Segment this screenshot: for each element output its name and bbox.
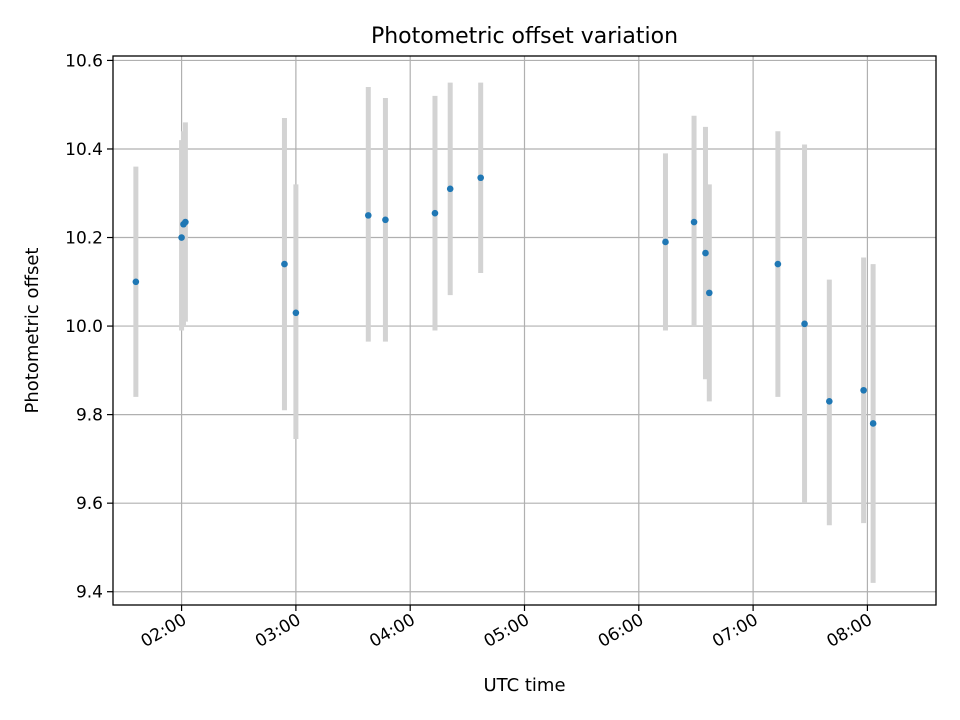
data-point bbox=[292, 309, 300, 317]
chart-title: Photometric offset variation bbox=[371, 24, 678, 49]
data-point bbox=[662, 238, 669, 246]
point-layer bbox=[132, 174, 877, 427]
y-tick-label: 9.8 bbox=[76, 406, 103, 426]
data-point bbox=[801, 320, 808, 328]
data-point bbox=[431, 209, 439, 217]
y-tick-label: 10.6 bbox=[65, 51, 103, 71]
x-axis-label: UTC time bbox=[483, 675, 565, 696]
data-point bbox=[281, 260, 288, 268]
data-point bbox=[132, 278, 140, 286]
data-point bbox=[382, 216, 389, 224]
data-point bbox=[860, 386, 867, 394]
data-point bbox=[182, 218, 189, 226]
data-point bbox=[690, 218, 698, 226]
data-point bbox=[446, 185, 454, 193]
y-tick-label: 10.2 bbox=[65, 229, 103, 249]
data-point bbox=[364, 212, 372, 219]
y-tick-label: 10.0 bbox=[65, 317, 103, 337]
data-point bbox=[774, 260, 782, 268]
y-axis-label: Photometric offset bbox=[22, 248, 43, 414]
data-point bbox=[705, 289, 713, 297]
y-tick-label: 9.6 bbox=[76, 494, 103, 514]
y-tick-label: 9.4 bbox=[76, 583, 103, 603]
data-point bbox=[477, 174, 484, 182]
data-point bbox=[702, 249, 709, 257]
y-tick-label: 10.4 bbox=[65, 140, 103, 160]
data-point bbox=[869, 420, 877, 427]
data-point bbox=[826, 398, 833, 405]
data-point bbox=[178, 234, 185, 241]
